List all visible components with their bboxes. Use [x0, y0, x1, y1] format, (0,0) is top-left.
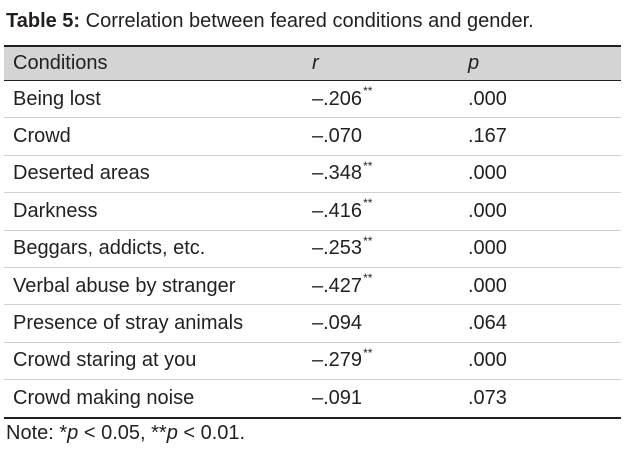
- cell-condition: Verbal abuse by stranger: [13, 274, 236, 297]
- cell-p: .000: [468, 237, 507, 260]
- cell-r-value: –.206: [312, 87, 363, 110]
- cell-p: .000: [468, 199, 507, 222]
- header-conditions: Conditions: [13, 52, 108, 74]
- cell-condition: Darkness: [13, 199, 98, 222]
- correlation-table: Conditions r p Being lost –.206 ** .000 Crow…: [4, 45, 621, 419]
- table-note: Note: *p < 0.05, **p < 0.01.: [6, 420, 245, 446]
- caption-text: Correlation between feared conditions an…: [80, 10, 534, 32]
- significance-marker: **: [363, 84, 373, 99]
- cell-r-value: –.253: [312, 237, 363, 260]
- cell-r-value: –.348: [312, 162, 363, 185]
- cell-r: –.348 **: [312, 156, 372, 192]
- cell-r: –.279 **: [312, 343, 372, 379]
- table-row: Presence of stray animals –.094 .064: [4, 305, 621, 343]
- cell-p: .064: [468, 312, 507, 335]
- significance-marker: **: [363, 345, 373, 360]
- cell-p: .000: [468, 349, 507, 372]
- cell-condition: Crowd making noise: [13, 386, 195, 409]
- cell-r: –.416 **: [312, 193, 372, 229]
- cell-p: .167: [468, 125, 507, 148]
- cell-p: .000: [468, 274, 507, 297]
- cell-condition: Crowd staring at you: [13, 349, 197, 372]
- caption-label: Table 5:: [6, 10, 81, 32]
- table-row: Deserted areas –.348 ** .000: [4, 156, 621, 194]
- cell-r-value: –.094: [312, 312, 363, 335]
- cell-condition: Beggars, addicts, etc.: [13, 237, 206, 260]
- cell-condition: Deserted areas: [13, 162, 150, 185]
- cell-r-value: –.416: [312, 199, 363, 222]
- header-p: p: [468, 52, 480, 74]
- cell-r: –.206 **: [312, 81, 372, 117]
- cell-r-value: –.091: [312, 386, 363, 409]
- table-caption: Table 5: Correlation between feared cond…: [6, 8, 534, 34]
- table-row: Crowd –.070 .167: [4, 118, 621, 156]
- table-header-row: Conditions r p: [4, 45, 621, 81]
- cell-r: –.094: [312, 305, 362, 341]
- cell-r: –.427 **: [312, 268, 372, 304]
- note-mid: < 0.05, **: [78, 422, 167, 444]
- note-p-symbol-2: p: [166, 422, 178, 444]
- note-suffix: < 0.01.: [177, 422, 246, 444]
- table-row: Being lost –.206 ** .000: [4, 81, 621, 119]
- significance-marker: **: [363, 271, 373, 286]
- significance-marker: **: [363, 158, 373, 173]
- table-row: Beggars, addicts, etc. –.253 ** .000: [4, 231, 621, 268]
- cell-r: –.091: [312, 380, 362, 416]
- table-row: Verbal abuse by stranger –.427 ** .000: [4, 268, 621, 306]
- cell-p: .000: [468, 162, 507, 185]
- cell-condition: Being lost: [13, 87, 101, 110]
- table-row: Crowd staring at you –.279 ** .000: [4, 343, 621, 381]
- cell-condition: Crowd: [13, 125, 71, 148]
- table-row: Darkness –.416 ** .000: [4, 193, 621, 231]
- cell-r-value: –.070: [312, 125, 363, 148]
- table-body: Being lost –.206 ** .000 Crowd –.070.167 Deser…: [4, 81, 621, 419]
- cell-r: –.253 **: [312, 231, 372, 267]
- cell-r-value: –.279: [312, 349, 363, 372]
- table-row: Crowd making noise –.091 .073: [4, 380, 621, 419]
- cell-p: .073: [468, 386, 507, 409]
- cell-p: .000: [468, 87, 507, 110]
- significance-marker: **: [363, 196, 373, 211]
- significance-marker: **: [363, 233, 373, 248]
- cell-condition: Presence of stray animals: [13, 312, 244, 335]
- note-prefix: Note: *: [6, 422, 68, 444]
- header-r: r: [312, 52, 319, 74]
- note-p-symbol-1: p: [67, 422, 79, 444]
- cell-r: –.070: [312, 118, 362, 154]
- cell-r-value: –.427: [312, 274, 363, 297]
